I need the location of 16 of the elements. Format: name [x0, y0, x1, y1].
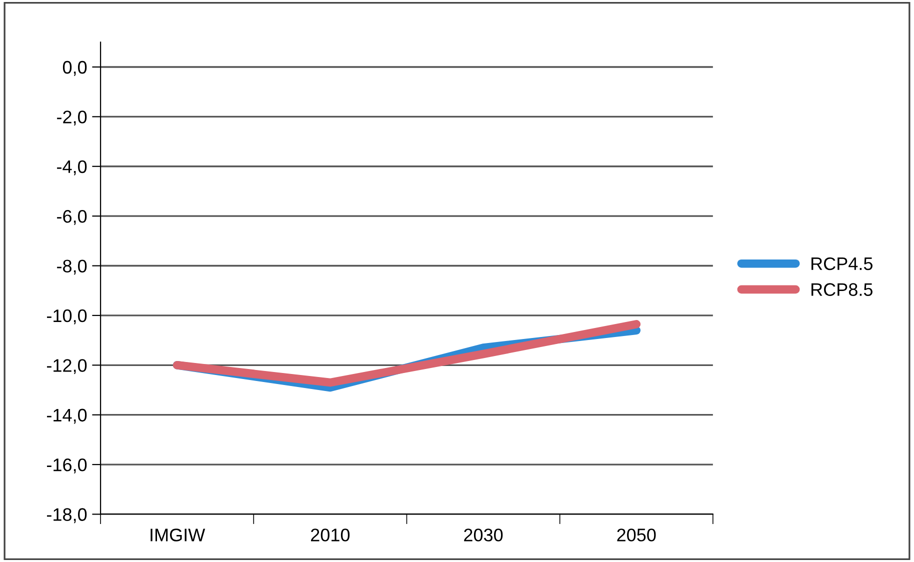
- y-tick-label: -6,0: [57, 210, 87, 225]
- y-tick-label: -18,0: [46, 508, 87, 524]
- legend-label: RCP8.5: [812, 283, 872, 296]
- x-tick-label: IMGIW: [150, 528, 206, 542]
- x-tick-label: 2010: [311, 528, 350, 542]
- y-tick-label: -8,0: [57, 260, 87, 275]
- y-tick-label: -14,0: [46, 408, 87, 424]
- y-tick-label: -2,0: [57, 110, 87, 126]
- y-tick-label: 0,0: [62, 60, 87, 76]
- y-tick-label: -12,0: [46, 359, 87, 374]
- x-tick-label: 2030: [464, 528, 503, 542]
- y-tick-label: -4,0: [57, 160, 87, 176]
- x-tick-label: 2050: [617, 528, 656, 542]
- legend-label: RCP4.5: [812, 257, 872, 270]
- y-tick-label: -10,0: [46, 309, 87, 324]
- y-tick-label: -16,0: [46, 458, 87, 474]
